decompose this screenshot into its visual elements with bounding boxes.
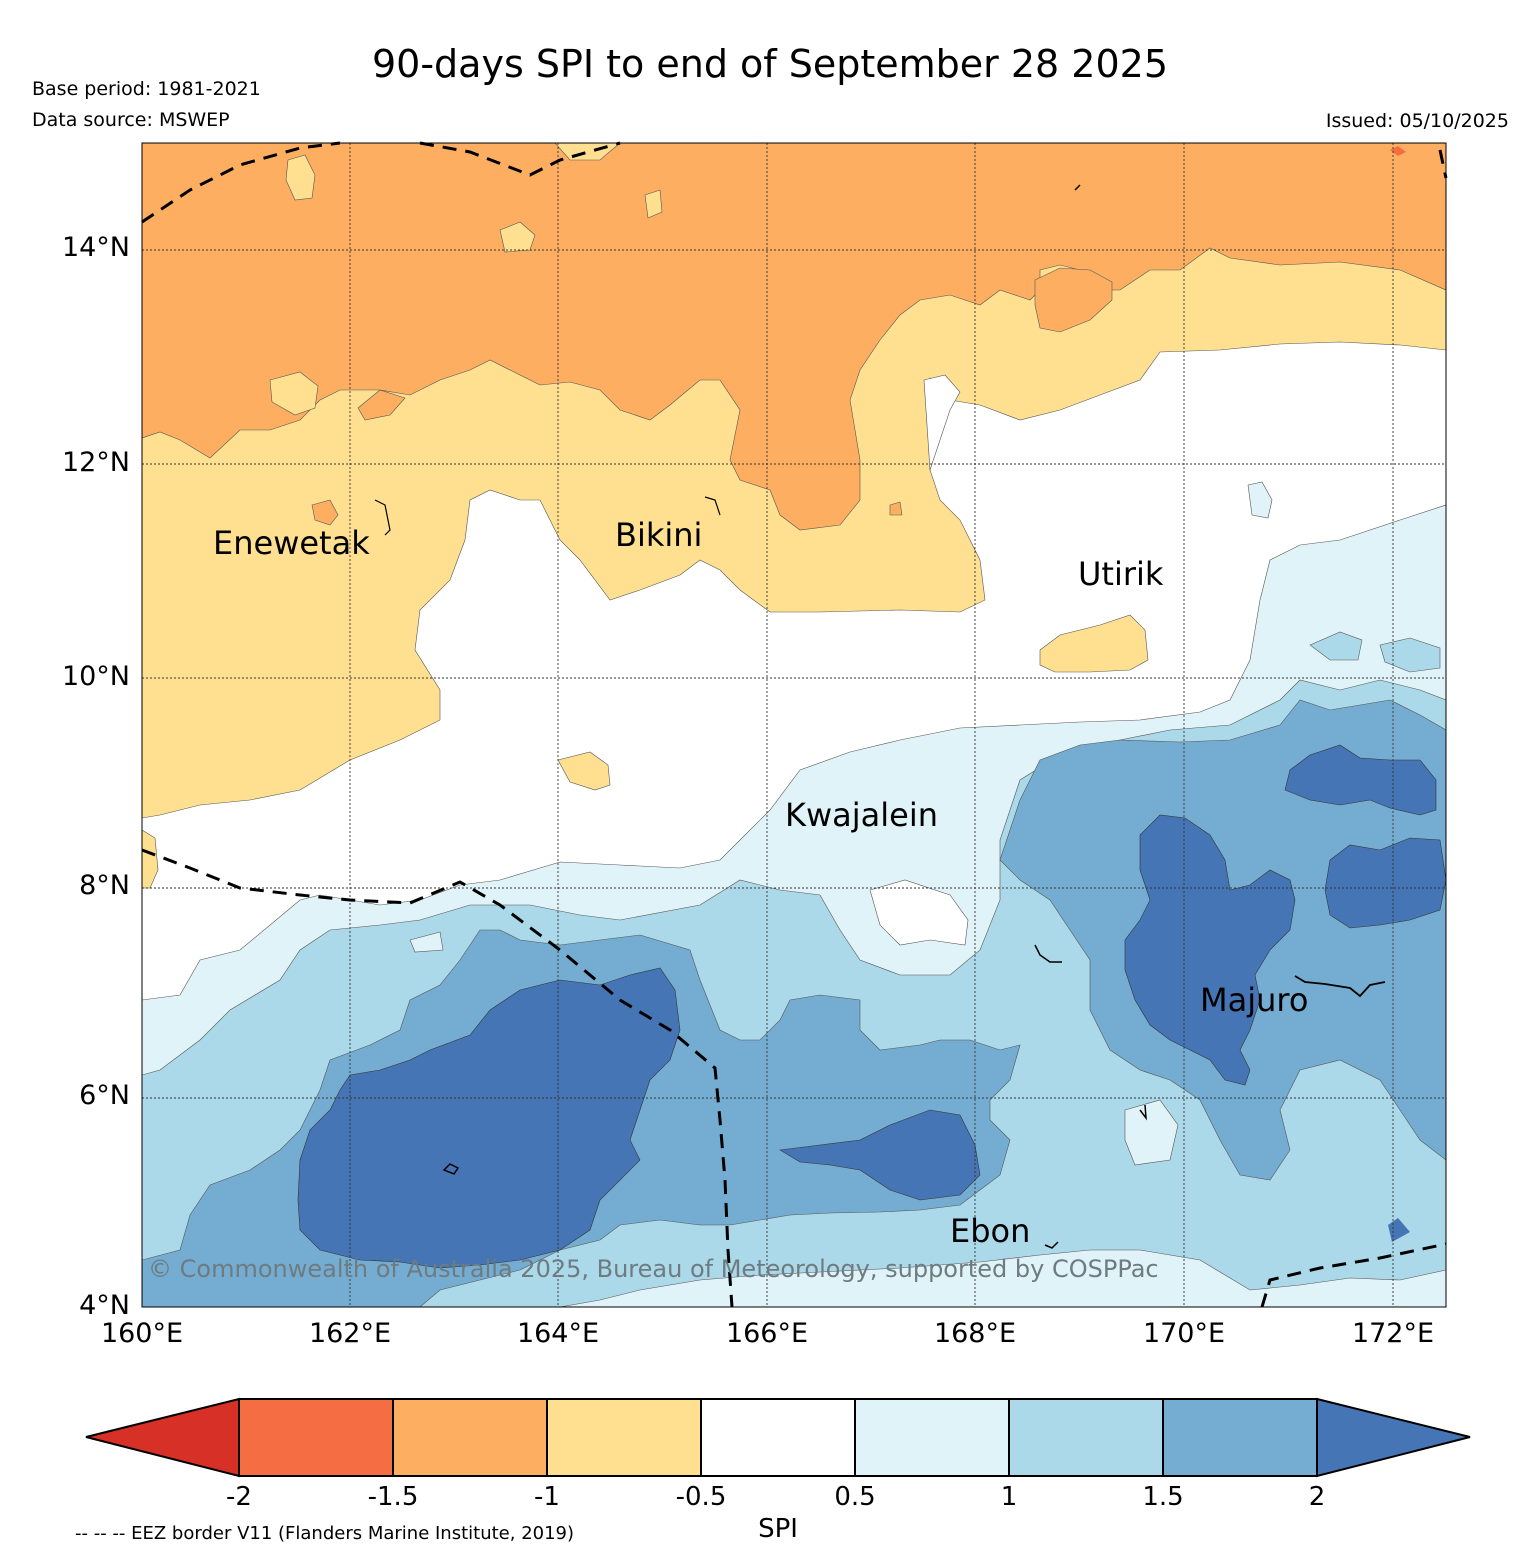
lat-label: 6°N bbox=[79, 1080, 130, 1111]
lon-label: 166°E bbox=[725, 1318, 809, 1349]
lon-label: 168°E bbox=[933, 1318, 1017, 1349]
colorbar-tick-label: -1.5 bbox=[367, 1482, 419, 1512]
lon-label: 172°E bbox=[1351, 1318, 1435, 1349]
colorbar-bin-7 bbox=[1162, 1398, 1318, 1477]
colorbar-bin-6 bbox=[1008, 1398, 1164, 1477]
colorbar-under bbox=[85, 1397, 240, 1478]
colorbar-tick-label: 1 bbox=[1000, 1482, 1018, 1512]
lat-label: 4°N bbox=[79, 1290, 130, 1321]
issued-date: Issued: 05/10/2025 bbox=[1325, 110, 1509, 132]
colorbar-title: SPI bbox=[758, 1514, 798, 1544]
eez-note: -- -- -- EEZ border V11 (Flanders Marine… bbox=[75, 1523, 575, 1544]
colorbar-bin-4 bbox=[700, 1398, 856, 1477]
colorbar-tick-label: 0.5 bbox=[834, 1482, 876, 1512]
data-source: Data source: MSWEP bbox=[32, 109, 230, 131]
place-label: Utirik bbox=[1078, 555, 1164, 593]
colorbar-tick-label: -1 bbox=[534, 1482, 560, 1512]
map-title: 90-days SPI to end of September 28 2025 bbox=[371, 42, 1168, 86]
place-label: Kwajalein bbox=[785, 796, 939, 834]
colorbar-bin-1 bbox=[238, 1398, 394, 1477]
lat-label: 10°N bbox=[61, 661, 130, 692]
spi-region-dry-moderate bbox=[142, 143, 1446, 531]
lat-label: 12°N bbox=[61, 447, 130, 478]
place-label: Majuro bbox=[1200, 981, 1309, 1019]
map-frame bbox=[141, 142, 1447, 1308]
colorbar-bin-2 bbox=[392, 1398, 548, 1477]
colorbar-tick-label: 2 bbox=[1308, 1482, 1326, 1512]
colorbar bbox=[85, 1397, 1471, 1478]
eez-border bbox=[141, 141, 1448, 1308]
copyright-notice: © Commonwealth of Australia 2025, Bureau… bbox=[148, 1255, 1159, 1283]
lon-label: 164°E bbox=[516, 1318, 600, 1349]
spi-region-extremely-wet bbox=[297, 967, 681, 1269]
base-period: Base period: 1981-2021 bbox=[32, 78, 261, 100]
spi-fields bbox=[142, 143, 1446, 1307]
colorbar-tick-label: 1.5 bbox=[1142, 1482, 1184, 1512]
place-label: Bikini bbox=[615, 516, 703, 554]
colorbar-tick-label: -0.5 bbox=[675, 1482, 727, 1512]
colorbar-tick-label: -2 bbox=[226, 1482, 252, 1512]
colorbar-bin-3 bbox=[546, 1398, 702, 1477]
graticule bbox=[142, 143, 1446, 1307]
lon-label: 160°E bbox=[100, 1318, 184, 1349]
colorbar-over bbox=[1316, 1397, 1471, 1478]
lat-label: 8°N bbox=[79, 870, 130, 901]
lon-label: 162°E bbox=[308, 1318, 392, 1349]
place-label: Ebon bbox=[950, 1212, 1031, 1250]
place-label: Enewetak bbox=[213, 524, 370, 562]
colorbar-bin-5 bbox=[854, 1398, 1010, 1477]
lat-label: 14°N bbox=[61, 232, 130, 263]
lon-label: 170°E bbox=[1142, 1318, 1226, 1349]
